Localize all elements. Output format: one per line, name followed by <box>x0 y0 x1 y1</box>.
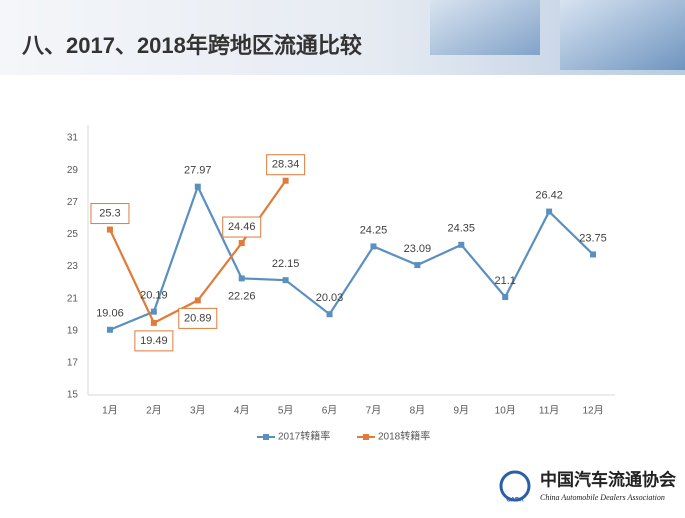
header-cube <box>560 0 685 70</box>
data-label: 20.03 <box>316 292 344 304</box>
point-marker <box>106 226 113 233</box>
slide-title: 八、2017、2018年跨地区流通比较 <box>22 33 362 58</box>
data-label-box <box>90 203 130 225</box>
series-line <box>109 183 594 331</box>
data-label: 25.3 <box>99 207 120 219</box>
y-tick-label: 25 <box>67 229 79 240</box>
y-tick-label: 29 <box>67 165 79 176</box>
y-tick-label: 27 <box>67 197 79 208</box>
data-label-box <box>266 154 306 176</box>
x-tick-label: 8月 <box>410 405 426 417</box>
data-label: 19.06 <box>96 308 124 320</box>
data-label-box <box>134 330 174 352</box>
point-marker <box>238 240 245 247</box>
data-label: 23.09 <box>404 243 432 255</box>
point-marker <box>150 308 157 315</box>
data-label: 24.25 <box>360 224 388 236</box>
y-tick-label: 15 <box>67 390 79 401</box>
data-label: 22.15 <box>272 258 300 270</box>
x-tick-label: 3月 <box>190 405 206 417</box>
legend-marker <box>363 434 369 440</box>
data-label: 24.46 <box>228 221 256 233</box>
x-tick-label: 1月 <box>102 405 118 417</box>
logo-english: China Automobile Dealers Association <box>540 493 665 502</box>
data-label-box <box>222 216 262 238</box>
legend-label: 2018转籍率 <box>378 430 430 443</box>
data-label: 28.34 <box>272 159 300 171</box>
x-tick-label: 2月 <box>146 405 162 417</box>
y-tick-label: 17 <box>67 358 79 369</box>
point-marker <box>282 177 289 184</box>
point-marker <box>238 275 245 282</box>
data-label: 21.1 <box>494 275 515 287</box>
x-tick-label: 7月 <box>366 405 382 417</box>
data-label: 20.19 <box>140 290 168 302</box>
point-marker <box>194 183 201 190</box>
x-tick-label: 12月 <box>582 405 603 417</box>
y-tick-label: 31 <box>67 133 79 144</box>
point-marker <box>502 294 509 301</box>
data-label: 19.49 <box>140 335 168 347</box>
logo-abbr: CADA <box>506 498 524 504</box>
data-label-box <box>178 307 218 329</box>
x-tick-label: 5月 <box>278 405 294 417</box>
logo-name: 中国汽车流通协会 <box>540 470 676 491</box>
logo-emblem <box>499 470 531 502</box>
data-label: 27.97 <box>184 165 212 177</box>
point-marker <box>282 277 289 284</box>
data-label: 24.35 <box>448 223 476 235</box>
data-label: 26.42 <box>535 189 563 201</box>
y-tick-label: 21 <box>67 293 79 304</box>
x-tick-label: 9月 <box>454 405 470 417</box>
header-cube <box>430 0 540 55</box>
legend-marker <box>263 434 269 440</box>
point-marker <box>590 251 597 258</box>
x-tick-label: 11月 <box>539 405 559 417</box>
point-marker <box>414 262 421 269</box>
point-marker <box>106 326 113 333</box>
y-tick-label: 23 <box>67 261 79 272</box>
data-label: 23.75 <box>579 232 607 244</box>
logo: CADA 中国汽车流通协会 China Automobile Dealers A… <box>499 470 676 504</box>
point-marker <box>370 243 377 250</box>
point-marker <box>150 319 157 326</box>
data-label: 20.89 <box>184 312 212 324</box>
point-marker <box>326 311 333 318</box>
point-marker <box>546 208 553 215</box>
data-label: 22.26 <box>228 290 256 302</box>
y-tick-label: 19 <box>67 325 79 336</box>
point-marker <box>458 241 465 248</box>
x-tick-label: 6月 <box>322 405 338 417</box>
point-marker <box>194 297 201 304</box>
x-tick-label: 10月 <box>495 405 516 417</box>
x-tick-label: 4月 <box>234 405 250 417</box>
legend-label: 2017转籍率 <box>278 430 330 443</box>
